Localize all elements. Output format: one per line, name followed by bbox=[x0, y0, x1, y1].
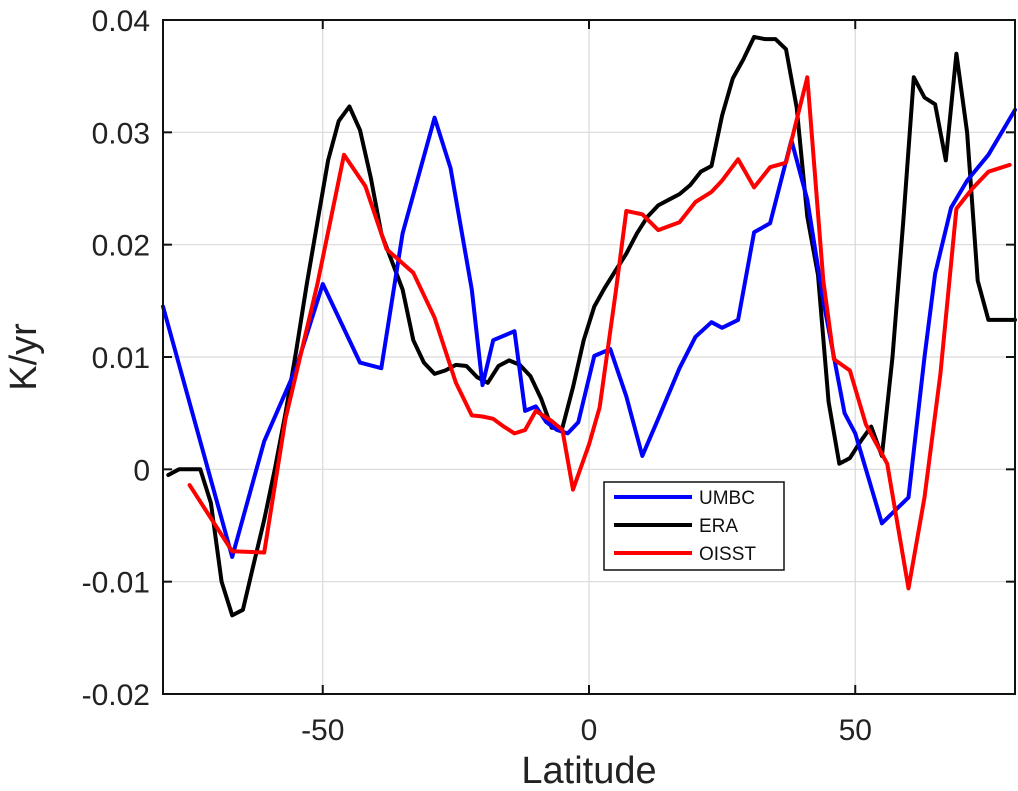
x-tick-label: -50 bbox=[301, 714, 344, 747]
y-tick-label: 0.01 bbox=[92, 342, 150, 375]
y-tick-label: -0.01 bbox=[82, 567, 150, 600]
y-tick-label: 0.02 bbox=[92, 230, 150, 263]
series-lines bbox=[161, 34, 1017, 618]
y-tick-label: 0.03 bbox=[92, 117, 150, 150]
y-tick-label: 0 bbox=[133, 454, 150, 487]
x-tick-label: 50 bbox=[839, 714, 872, 747]
x-axis-label: Latitude bbox=[521, 750, 656, 791]
y-axis-label: K/yr bbox=[3, 323, 45, 391]
axis-ticks bbox=[163, 19, 1015, 695]
grid-lines bbox=[163, 20, 1015, 694]
x-tick-labels: -50 0 50 bbox=[301, 714, 872, 747]
series-line-umbc bbox=[161, 107, 1017, 559]
legend-label-umbc: UMBC bbox=[699, 488, 755, 509]
y-tick-labels: -0.02 -0.01 0 0.01 0.02 0.03 0.04 bbox=[82, 5, 150, 712]
x-tick-label: 0 bbox=[581, 714, 598, 747]
legend-label-era: ERA bbox=[699, 516, 738, 537]
legend: UMBC ERA OISST bbox=[603, 481, 785, 571]
y-tick-label: 0.04 bbox=[92, 5, 150, 38]
legend-label-oisst: OISST bbox=[699, 544, 756, 565]
series-line-oisst bbox=[187, 75, 1012, 591]
y-tick-label: -0.02 bbox=[82, 679, 150, 712]
